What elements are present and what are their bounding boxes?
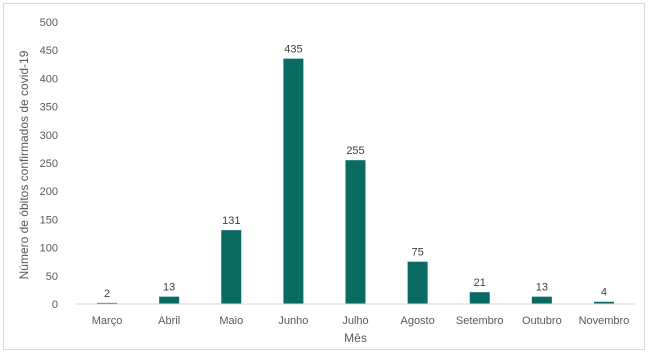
x-axis-title: Mês (344, 331, 367, 345)
y-tick-label: 150 (40, 214, 58, 226)
x-tick-label: Abril (158, 315, 180, 327)
data-label: 435 (284, 44, 302, 56)
bar (593, 301, 614, 304)
x-tick-label: Julho (342, 315, 368, 327)
bar-chart: 0 50 100 150 200 250 300 350 400 450 500 2 13 131 435… (17, 17, 635, 345)
x-tick-label: Agosto (400, 315, 434, 327)
x-tick-label: Setembro (456, 315, 504, 327)
y-tick-label: 400 (40, 73, 58, 85)
x-tick-label: Outubro (522, 315, 562, 327)
data-label: 13 (536, 282, 548, 294)
y-axis-ticks: 0 50 100 150 200 250 300 350 400 450 500 (40, 17, 58, 311)
data-label: 2 (104, 288, 110, 300)
bar (283, 58, 304, 304)
chart-frame: 0 50 100 150 200 250 300 350 400 450 500 2 13 131 435… (3, 3, 645, 350)
bar (221, 230, 242, 304)
data-label: 21 (474, 277, 486, 289)
bar (345, 160, 366, 304)
x-tick-label: Novembro (579, 315, 630, 327)
bar (97, 302, 118, 304)
x-tick-label: Maio (219, 315, 243, 327)
bar (407, 261, 428, 304)
y-tick-label: 100 (40, 243, 58, 255)
bars (97, 58, 614, 304)
data-label: 131 (222, 215, 240, 227)
bar (531, 296, 552, 304)
y-tick-label: 500 (40, 17, 58, 29)
y-tick-label: 350 (40, 102, 58, 114)
x-tick-label: Março (92, 315, 123, 327)
data-label: 255 (346, 145, 364, 157)
data-label: 75 (411, 247, 423, 259)
x-axis-ticks: Março Abril Maio Junho Julho Agosto Setembro Ou… (92, 315, 630, 327)
y-tick-label: 250 (40, 158, 58, 170)
data-label: 13 (163, 282, 175, 294)
bar (469, 292, 490, 304)
y-tick-label: 0 (52, 299, 58, 311)
y-tick-label: 200 (40, 186, 58, 198)
y-axis-title: Número de óbitos confirmados de covid-19 (17, 50, 31, 279)
data-label: 4 (601, 287, 607, 299)
y-tick-label: 300 (40, 130, 58, 142)
bar (159, 296, 180, 304)
y-tick-label: 50 (46, 271, 58, 283)
x-tick-label: Junho (278, 315, 308, 327)
data-labels: 2 13 131 435 255 75 21 13 4 (104, 44, 607, 300)
y-tick-label: 450 (40, 45, 58, 57)
